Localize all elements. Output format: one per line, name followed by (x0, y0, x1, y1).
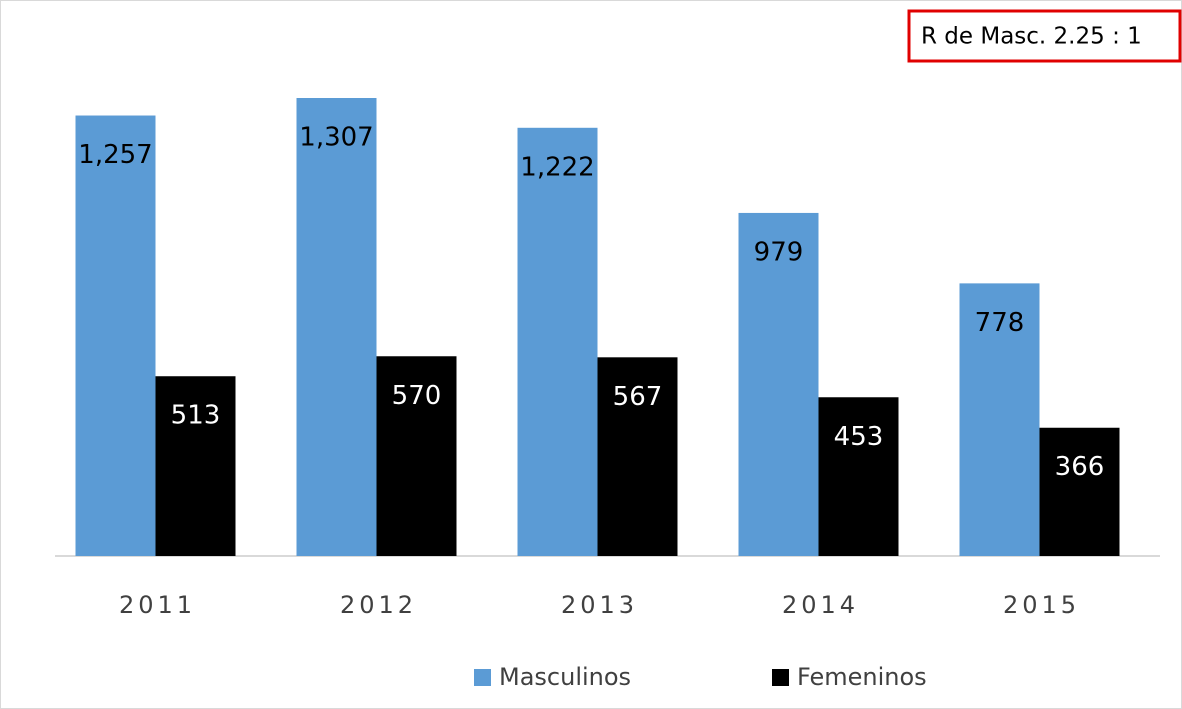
value-label: 778 (975, 308, 1025, 338)
value-label: 1,222 (520, 152, 594, 182)
bar (75, 115, 156, 556)
bar (597, 357, 678, 556)
x-tick-label: 2013 (561, 591, 638, 619)
x-tick-label: 2012 (340, 591, 417, 619)
value-label: 366 (1055, 452, 1105, 482)
legend-label: Femeninos (797, 663, 927, 691)
value-label: 453 (834, 422, 884, 452)
value-label: 567 (613, 382, 663, 412)
bar (1039, 427, 1120, 556)
value-label: 570 (392, 381, 442, 411)
x-tick-label: 2015 (1003, 591, 1080, 619)
bar (738, 212, 819, 556)
bar (517, 127, 598, 556)
annotation: R de Masc. 2.25 : 1 (921, 24, 1142, 50)
annotation-box (907, 9, 1182, 63)
legend-label: Masculinos (499, 663, 631, 691)
x-tick-label: 2014 (782, 591, 859, 619)
legend-swatch (772, 669, 789, 686)
bar (959, 283, 1040, 556)
value-label: 1,257 (78, 140, 152, 170)
value-label: 979 (754, 237, 804, 267)
legend-swatch (474, 669, 491, 686)
bar (818, 397, 899, 556)
bar (376, 356, 457, 556)
bar (296, 98, 377, 556)
bar (155, 376, 236, 556)
x-tick-label: 2011 (119, 591, 196, 619)
value-label: 513 (171, 401, 221, 431)
value-label: 1,307 (299, 123, 373, 153)
